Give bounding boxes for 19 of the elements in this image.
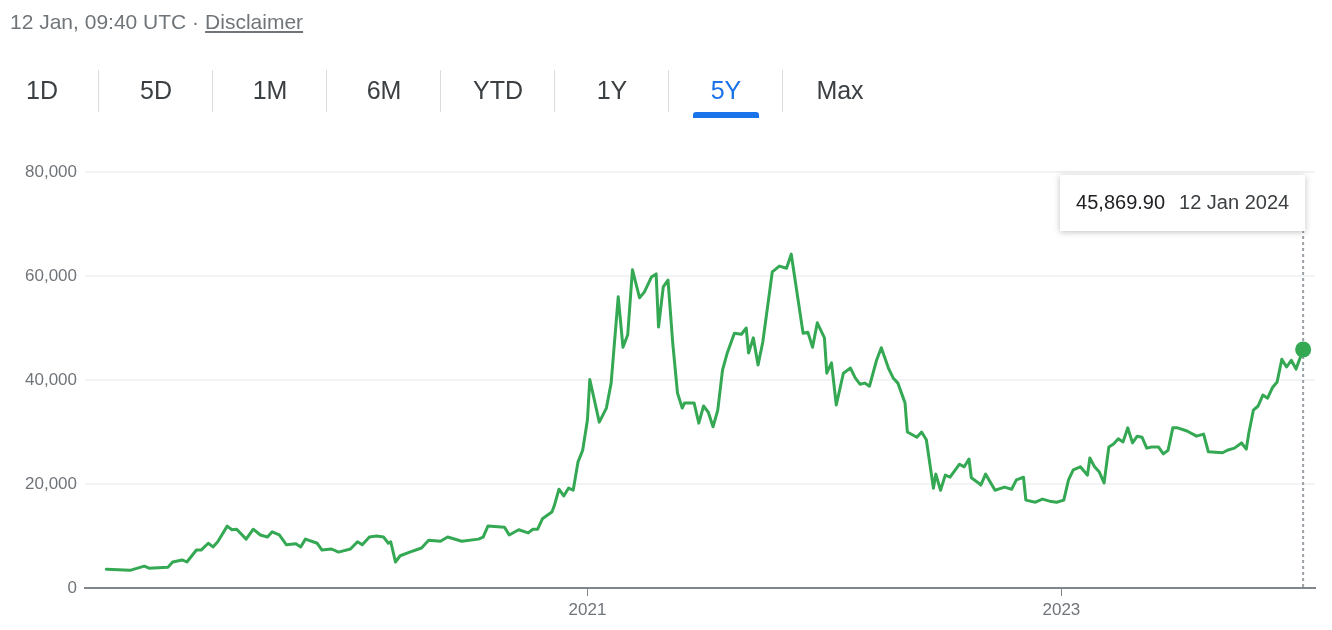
x-tick-label: 2021 bbox=[568, 599, 607, 619]
y-tick-label: 20,000 bbox=[25, 473, 77, 493]
text: 1Y bbox=[595, 75, 629, 106]
y-tick-label: 0 bbox=[67, 577, 77, 597]
text: 6M bbox=[365, 75, 403, 106]
x-tick-label: 2023 bbox=[1042, 599, 1081, 619]
text: 12 Jan, 09:40 UTC · bbox=[10, 10, 200, 33]
annotation: 45,869.90 bbox=[1076, 190, 1166, 213]
y-tick-label: 60,000 bbox=[25, 265, 77, 285]
text: Disclaimer bbox=[205, 10, 304, 33]
y-tick-label: 80,000 bbox=[25, 161, 77, 181]
text: 1M bbox=[251, 75, 289, 106]
y-tick-label: 40,000 bbox=[25, 369, 77, 389]
ref-line-label: 12 Jan 2024 bbox=[1179, 190, 1290, 213]
text: Max bbox=[815, 75, 865, 106]
text: 5D bbox=[139, 75, 173, 106]
text: 1D bbox=[25, 75, 59, 106]
text: YTD bbox=[472, 75, 524, 106]
text: 5Y bbox=[709, 75, 743, 106]
